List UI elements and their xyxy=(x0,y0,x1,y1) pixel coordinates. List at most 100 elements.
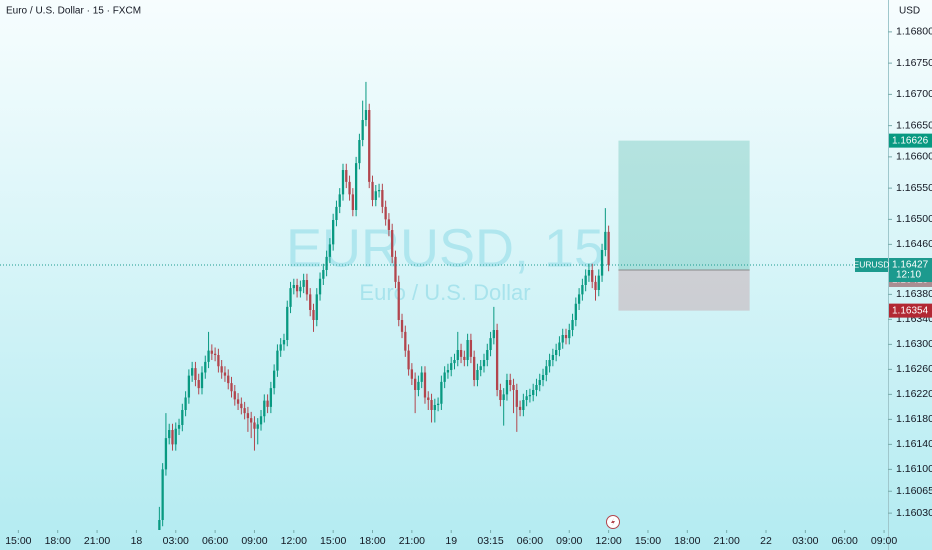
candle-body xyxy=(295,285,299,292)
y-tick-label: 1.16700 xyxy=(896,88,932,100)
target-price-label-box xyxy=(889,133,932,148)
candle-body xyxy=(495,330,499,390)
y-tick-label: 1.16800 xyxy=(896,26,932,38)
candle-body xyxy=(545,366,548,375)
candle-body xyxy=(312,310,315,320)
candle-body xyxy=(368,110,371,182)
candle-body xyxy=(525,396,528,400)
candle-body xyxy=(551,355,555,360)
candle-body xyxy=(535,385,538,390)
y-tick-label: 1.16460 xyxy=(896,238,932,250)
candle-body xyxy=(191,368,194,376)
candle-body xyxy=(318,278,322,295)
candle-body xyxy=(305,280,309,295)
x-tick-label: 18:00 xyxy=(45,535,71,547)
candle-body xyxy=(568,330,571,339)
candle-body xyxy=(253,422,256,429)
candle-body xyxy=(381,190,384,207)
candle-body xyxy=(377,190,381,192)
candle-body xyxy=(597,275,600,290)
candle-body xyxy=(502,394,505,400)
symbol-tag-box xyxy=(855,258,888,272)
replay-icon[interactable] xyxy=(606,515,620,529)
candle-body xyxy=(210,350,213,354)
candle-body xyxy=(181,410,184,425)
candle-body xyxy=(266,400,269,407)
candle-body xyxy=(187,375,191,398)
candle-body xyxy=(161,469,164,520)
candle-body xyxy=(371,181,374,200)
candle-body xyxy=(404,331,407,351)
axes: 1.16800 1.16750 1.16700 1.16650 1.16600 1.165… xyxy=(5,26,932,547)
candle-body xyxy=(207,350,210,362)
x-tick-label: 03:15 xyxy=(477,535,503,547)
y-tick-label: 1.16750 xyxy=(896,57,932,69)
watermark: EURUSD, 15 xyxy=(286,218,604,278)
candle-body xyxy=(548,360,551,367)
candle-body xyxy=(269,388,273,407)
candle-body xyxy=(587,270,591,276)
candle-body xyxy=(358,140,361,164)
candle-body xyxy=(469,340,473,357)
candle-body xyxy=(427,397,430,400)
candle-body xyxy=(577,294,581,304)
candle-body xyxy=(335,206,338,220)
candle-body xyxy=(384,206,387,220)
candle-body xyxy=(459,350,463,357)
candle-body xyxy=(289,288,292,307)
candle-body xyxy=(433,405,436,410)
last-price-label: 1.16427 xyxy=(892,260,929,271)
candle-body xyxy=(486,350,489,360)
candle-body xyxy=(168,430,171,439)
candle-body xyxy=(492,330,495,339)
candle-body xyxy=(322,270,325,279)
candle-body xyxy=(555,350,558,355)
candle-body xyxy=(522,400,525,410)
candle-body xyxy=(174,428,177,445)
x-tick-label: 15:00 xyxy=(635,535,661,547)
chart-title: Euro / U.S. Dollar · 15 · FXCM xyxy=(6,6,141,17)
candle-body xyxy=(354,163,358,210)
y-tick-label: 1.16300 xyxy=(896,338,932,350)
candle-body xyxy=(564,335,568,339)
y-tick-label: 1.16550 xyxy=(896,182,932,194)
candle-body xyxy=(364,110,368,120)
candle-body xyxy=(407,350,410,370)
candle-body xyxy=(240,403,243,409)
candle-body xyxy=(499,390,502,400)
x-tick-label: 06:00 xyxy=(517,535,543,547)
x-tick-label: 21:00 xyxy=(84,535,110,547)
y-tick-label: 1.16260 xyxy=(896,363,932,375)
candle-body xyxy=(423,372,427,398)
candle-body xyxy=(223,372,227,376)
target-zone xyxy=(618,140,750,270)
candle-body xyxy=(328,244,332,257)
x-tick-label: 15:00 xyxy=(5,535,31,547)
candle-body xyxy=(400,320,404,332)
candle-body xyxy=(413,378,417,390)
candle-body xyxy=(410,369,414,379)
candle-body xyxy=(571,320,574,330)
symbol-tag: EURUSD xyxy=(854,259,890,269)
candle-body xyxy=(250,418,253,423)
candle-body xyxy=(341,170,345,195)
currency-label: USD xyxy=(899,6,920,17)
candle-body xyxy=(607,231,610,265)
icon-bolt xyxy=(611,518,615,526)
x-tick-label: 09:00 xyxy=(556,535,582,547)
candle-body xyxy=(532,390,535,395)
x-tick-label: 03:00 xyxy=(792,535,818,547)
candle-body xyxy=(164,438,168,470)
x-tick-label: 12:00 xyxy=(281,535,307,547)
candle-body xyxy=(430,400,433,410)
y-tick-label: 1.16220 xyxy=(896,388,932,400)
y-tick-label: 1.16100 xyxy=(896,463,932,475)
candle-body xyxy=(476,370,479,380)
candle-body xyxy=(446,370,450,373)
candle-body xyxy=(561,335,564,343)
x-tick-label: 09:00 xyxy=(241,535,267,547)
x-tick-label: 21:00 xyxy=(399,535,425,547)
candle-body xyxy=(574,303,577,320)
